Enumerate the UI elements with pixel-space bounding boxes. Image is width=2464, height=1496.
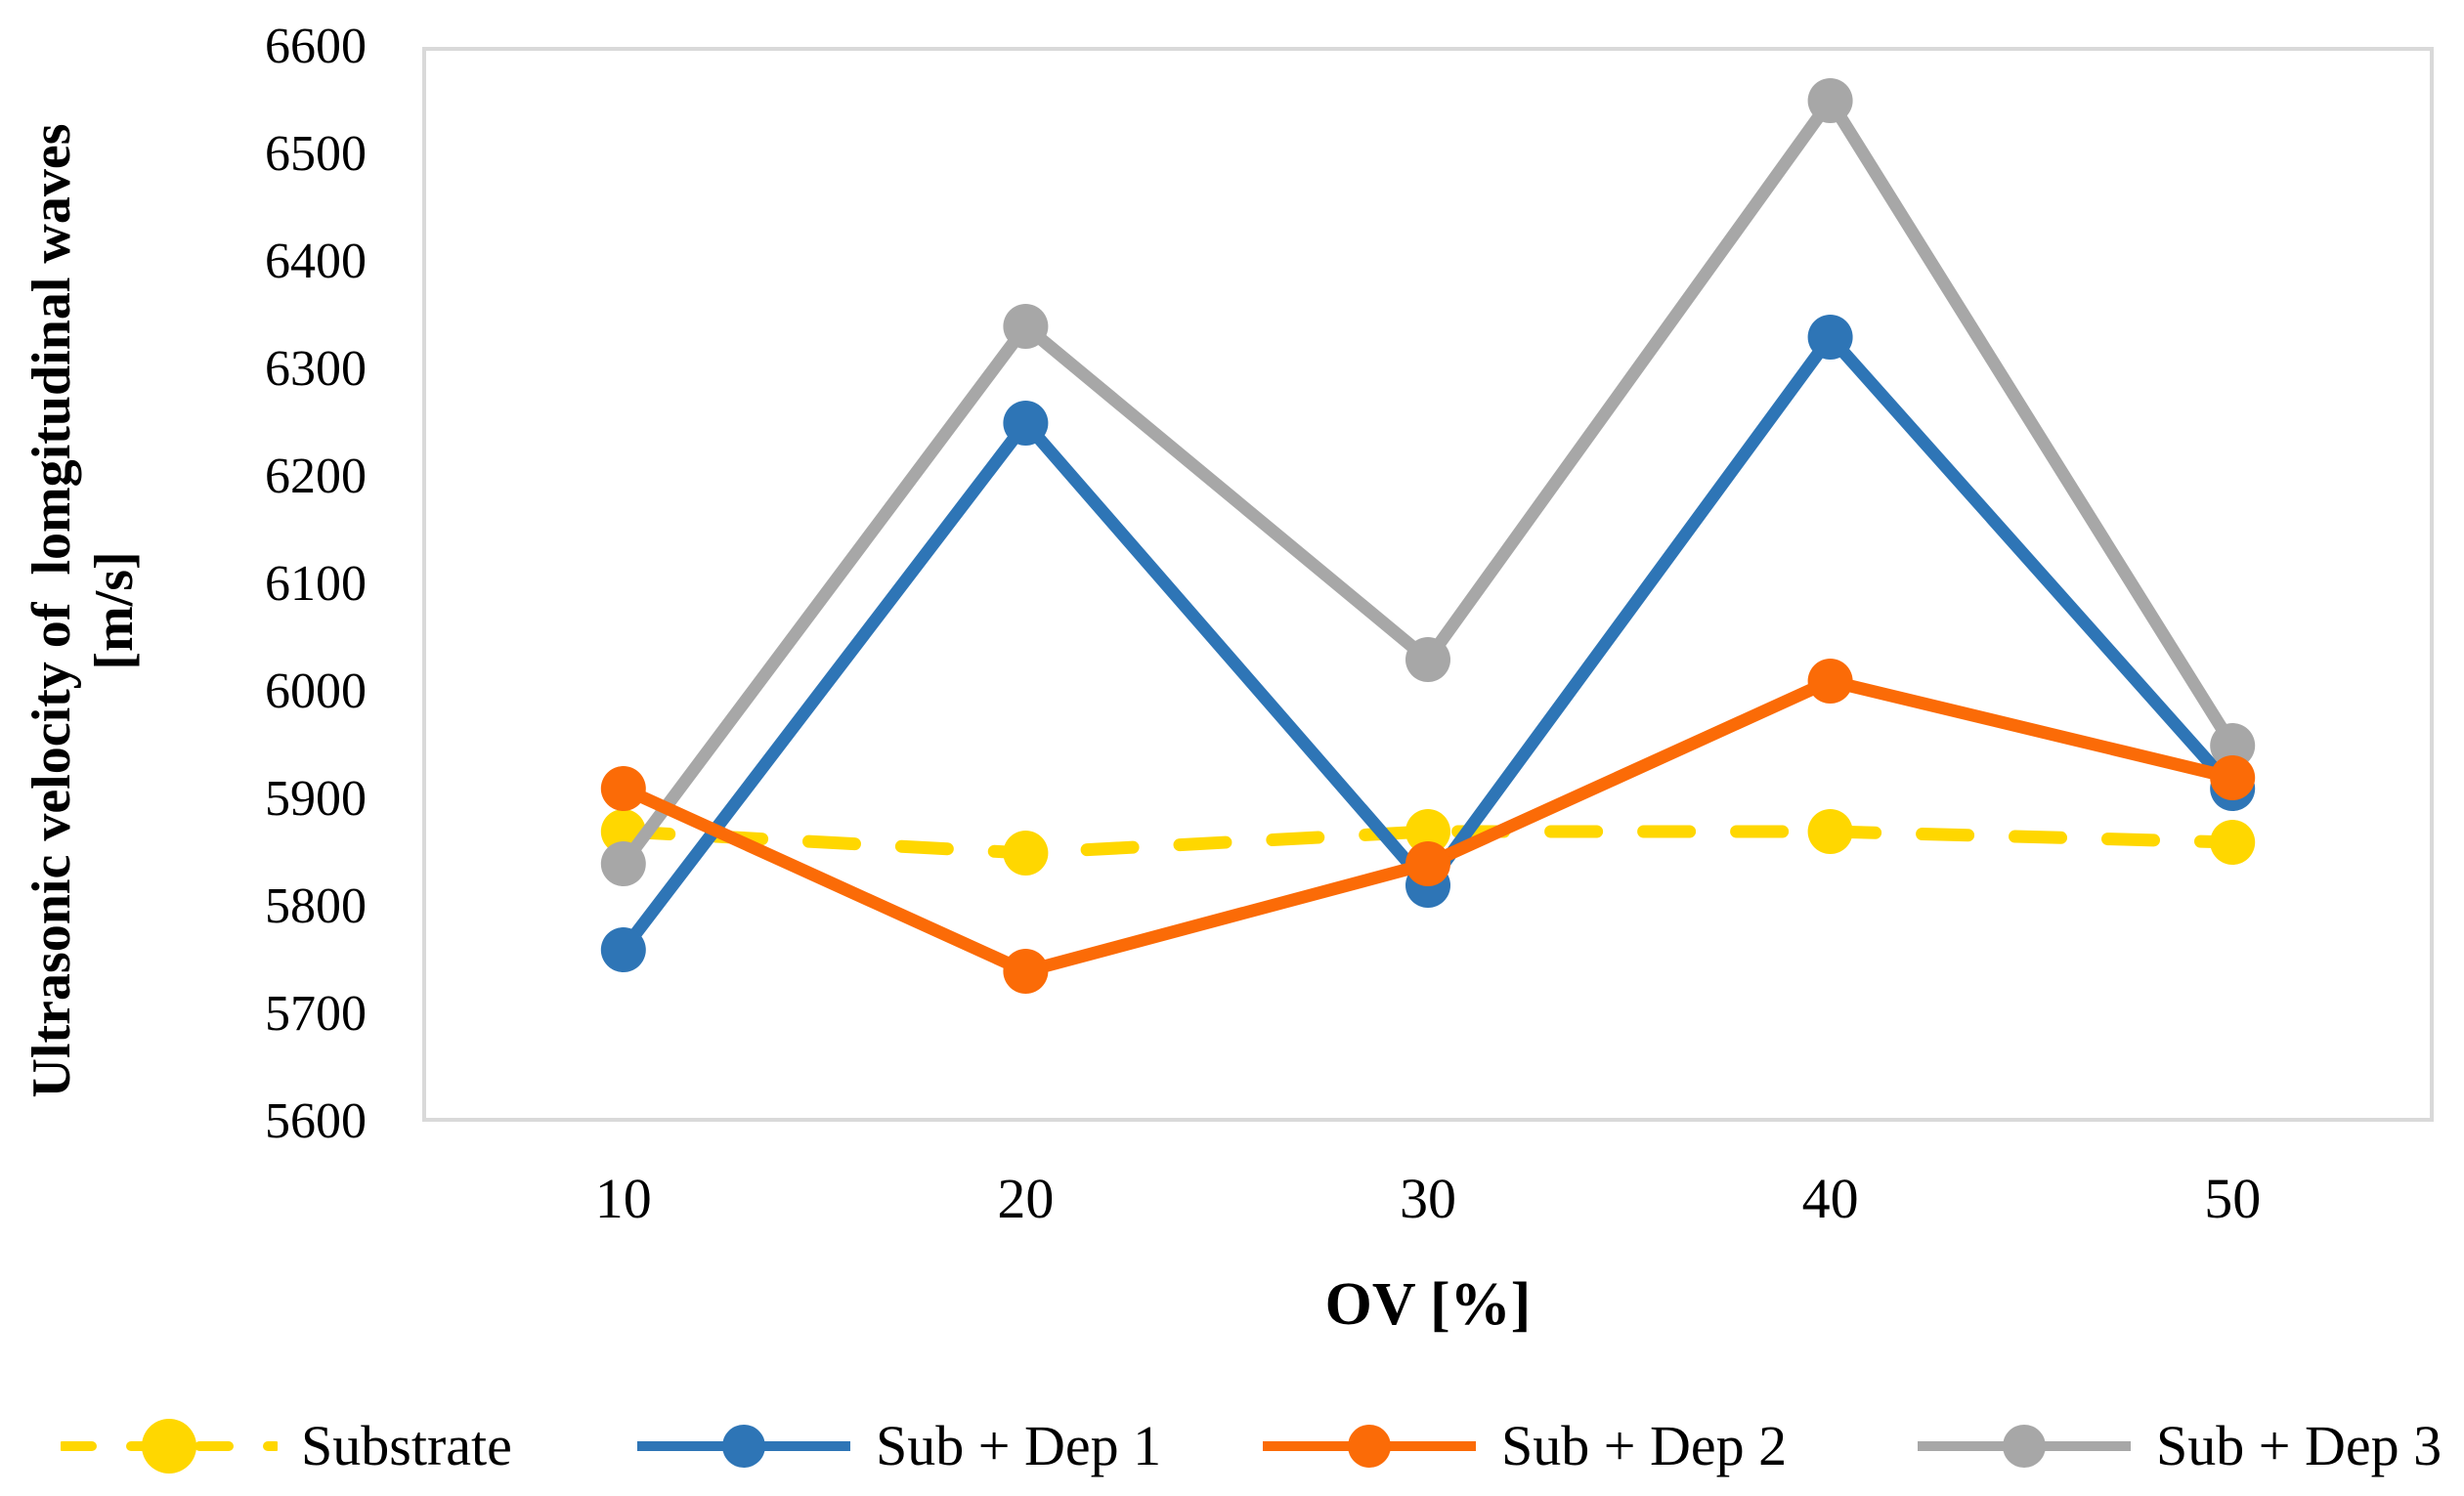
data-point-marker [1405,637,1450,682]
legend-dot [2003,1425,2046,1468]
legend-marker-icon [1918,1425,2131,1468]
legend-dot [722,1425,765,1468]
legend: Substrate Sub + Dep 1 Sub + Dep 2 Sub + Dep… [0,1407,2464,1485]
y-tick-label: 5900 [265,771,367,827]
legend-item-sub-dep-1: Sub + Dep 1 [635,1407,1161,1485]
x-tick-label: 50 [2204,1167,2262,1230]
y-tick-label: 6000 [265,663,367,719]
series-substrate [600,809,2256,876]
legend-marker-icon [1263,1425,1476,1468]
data-point-marker [1003,304,1049,349]
x-tick-label: 40 [1801,1167,1859,1230]
data-point-marker [2210,723,2256,768]
y-axis-title: Ultrasonic velocity of lomgitudinal wave… [21,0,146,1226]
plot-area [422,47,2434,1122]
legend-item-sub-dep-2: Sub + Dep 2 [1261,1407,1787,1485]
data-point-marker [1807,659,1853,704]
y-tick-label: 5800 [265,878,367,934]
y-tick-label: 6300 [265,341,367,397]
data-point-marker [1405,809,1450,854]
x-tick-label: 30 [1400,1167,1456,1230]
legend-marker-icon [61,1419,278,1474]
y-axis-title-text: Ultrasonic velocity of lomgitudinal wave… [22,123,82,1098]
data-point-marker [1003,949,1049,994]
plot-border [422,47,2434,1122]
y-tick-label: 6100 [265,556,367,612]
data-point-marker [2210,755,2256,800]
series-line-sub-dep-3 [618,89,2238,868]
y-tick-label: 6400 [265,234,367,289]
legend-item-substrate: Substrate [61,1407,512,1485]
legend-label: Sub + Dep 2 [1501,1414,1788,1477]
data-point-marker [1807,315,1853,360]
data-point-marker [1807,809,1853,854]
legend-marker-icon [637,1425,850,1468]
data-point-marker [1003,401,1049,446]
data-point-marker [600,927,646,972]
data-point-marker [1405,841,1450,886]
data-point-marker [1003,831,1049,876]
series-line-substrate [617,825,2239,860]
legend-dot [1348,1425,1391,1468]
series-sub-dep-2 [600,659,2256,994]
y-tick-label: 6600 [265,19,367,74]
legend-label: Substrate [301,1414,512,1477]
y-tick-label: 6500 [265,126,367,182]
data-point-marker [600,766,646,811]
data-point-marker [1807,78,1853,123]
x-axis-title: OV [%] [1324,1271,1532,1338]
y-tick-label: 5600 [265,1093,367,1149]
legend-dot [142,1419,196,1474]
legend-label: Sub + Dep 1 [876,1414,1162,1477]
x-tick-label: 10 [594,1167,652,1230]
y-tick-label: 6200 [265,449,367,504]
y-axis-title-units: [m/s] [84,551,145,670]
data-point-marker [2210,820,2256,865]
legend-item-sub-dep-3: Sub + Dep 3 [1916,1407,2442,1485]
legend-label: Sub + Dep 3 [2156,1414,2442,1477]
x-tick-label: 20 [997,1167,1055,1230]
y-tick-label: 5700 [265,986,367,1042]
series-sub-dep-3 [600,78,2256,886]
data-point-marker [600,841,646,886]
